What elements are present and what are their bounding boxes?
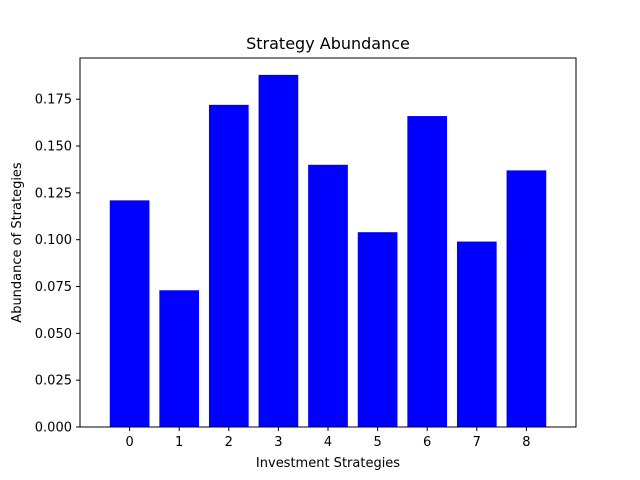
y-tick-label: 0.175 <box>35 93 72 108</box>
bar-3 <box>258 74 299 428</box>
bar-1 <box>159 290 200 427</box>
bar-0 <box>109 200 150 427</box>
x-tick-label: 0 <box>125 435 133 450</box>
x-ticks-group: 0 1 2 3 4 5 6 7 8 <box>125 427 531 450</box>
y-tick-label: 0.000 <box>35 421 72 436</box>
bar-5 <box>357 232 398 427</box>
x-tick-label: 4 <box>324 435 332 450</box>
y-tick-label: 0.025 <box>35 374 72 389</box>
x-tick-label: 2 <box>225 435 233 450</box>
x-tick-label: 1 <box>175 435 183 450</box>
y-tick-label: 0.050 <box>35 327 72 342</box>
y-axis-label: Abundance of Strategies <box>10 162 25 323</box>
y-tick-label: 0.100 <box>35 233 72 248</box>
bar-6 <box>407 116 448 428</box>
x-tick-label: 5 <box>373 435 381 450</box>
bar-4 <box>308 164 348 428</box>
y-ticks-group: 0.000 0.025 0.050 0.075 0.100 0.125 0.150 0.175 <box>35 93 80 436</box>
chart-title: Strategy Abundance <box>246 34 410 53</box>
x-tick-label: 8 <box>522 435 530 450</box>
x-tick-label: 7 <box>473 435 481 450</box>
plot-frame <box>79 57 577 428</box>
bars-group <box>109 74 547 428</box>
bar-8 <box>506 170 547 427</box>
x-axis-label: Investment Strategies <box>256 456 400 471</box>
y-tick-label: 0.150 <box>35 140 72 155</box>
bar-2 <box>208 104 249 428</box>
x-tick-label: 6 <box>423 435 431 450</box>
bar-7 <box>456 241 497 427</box>
y-tick-label: 0.075 <box>35 280 72 295</box>
x-tick-label: 3 <box>274 435 282 450</box>
y-tick-label: 0.125 <box>35 186 72 201</box>
